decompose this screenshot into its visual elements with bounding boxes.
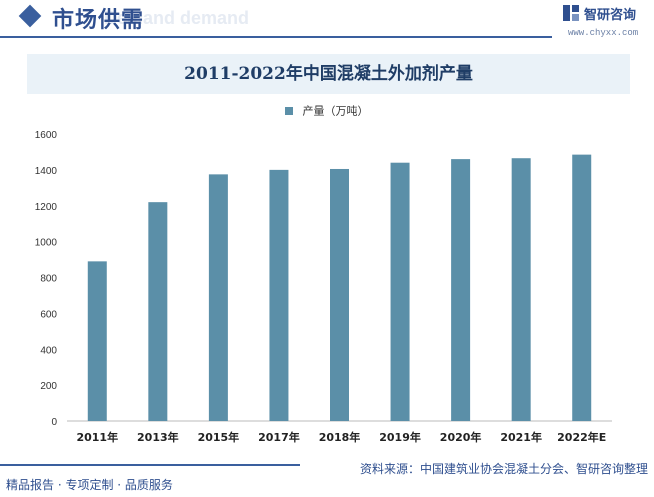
x-tick-label: 2021年 — [500, 430, 542, 444]
y-tick-label: 1000 — [35, 238, 58, 249]
bar — [330, 168, 349, 421]
x-tick-label: 2011年 — [76, 430, 118, 444]
footer-source: 资料来源：中国建筑业协会混凝土分会、智研咨询整理 — [359, 462, 648, 476]
x-tick-label: 2020年 — [440, 430, 482, 444]
bar — [511, 158, 531, 421]
header-divider — [0, 36, 552, 38]
x-tick-label: 2013年 — [137, 430, 179, 444]
x-tick-label: 2022年E — [557, 430, 606, 444]
bar — [390, 162, 410, 421]
x-tick-label: 2015年 — [198, 430, 240, 444]
brand-name: 智研咨询 — [584, 8, 637, 23]
brand-url: www.chyxx.com — [568, 28, 639, 38]
chart-legend: 产量（万吨） — [0, 100, 654, 118]
section-title: 市场供需 — [52, 8, 145, 33]
y-tick-label: 1600 — [35, 130, 58, 141]
bar — [269, 169, 289, 421]
y-tick-label: 200 — [40, 381, 57, 392]
bar — [148, 202, 168, 421]
y-tick-label: 400 — [40, 345, 57, 356]
chart-title-band — [27, 54, 630, 94]
footer-divider — [0, 464, 300, 466]
ghost-subtitle: Demand demand — [104, 8, 250, 28]
y-tick-label: 600 — [40, 309, 57, 320]
footer-slogan: 精品报告 · 专项定制 · 品质服务 — [6, 478, 173, 492]
legend-swatch — [285, 106, 294, 115]
y-tick-label: 800 — [40, 274, 57, 285]
bar — [87, 261, 107, 421]
x-tick-label: 2017年 — [258, 430, 300, 444]
y-tick-label: 0 — [51, 417, 57, 428]
chart-title: 2011-2022年中国混凝土外加剂产量 — [184, 64, 473, 84]
y-tick-label: 1200 — [35, 202, 58, 213]
header: Demand demand 市场供需 智研咨询 www.chyxx.com — [0, 0, 654, 40]
brand-logo-icon — [563, 5, 579, 21]
bar — [451, 159, 471, 422]
legend-label: 产量（万吨） — [302, 104, 369, 118]
legend-item: 产量（万吨） — [285, 100, 369, 119]
x-tick-label: 2018年 — [319, 430, 361, 444]
bar — [572, 154, 592, 422]
x-tick-label: 2019年 — [379, 430, 421, 444]
y-tick-label: 1400 — [35, 166, 58, 177]
bar — [208, 174, 228, 421]
